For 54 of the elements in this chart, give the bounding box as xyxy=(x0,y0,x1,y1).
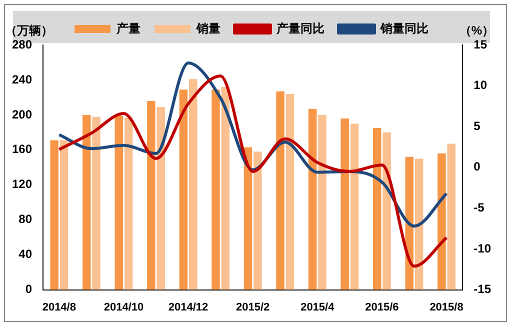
y2-axis-title: （%） xyxy=(459,23,494,38)
bar xyxy=(60,140,68,290)
x-tick-label: 2014/12 xyxy=(168,301,208,314)
bar xyxy=(189,79,198,290)
bar xyxy=(373,128,382,290)
y-tick-label: 0 xyxy=(25,282,32,296)
y2-tick-label: 15 xyxy=(474,37,488,52)
bar xyxy=(114,116,123,290)
legend-label: 销量同比 xyxy=(380,21,428,36)
legend-label: 产量 xyxy=(116,21,140,36)
bar xyxy=(221,86,230,290)
bar xyxy=(382,132,391,290)
y-tick-label: 80 xyxy=(18,212,32,226)
y-tick-label: 160 xyxy=(12,142,32,156)
bar xyxy=(50,140,58,290)
y2-tick-label: -15 xyxy=(474,282,492,296)
bar xyxy=(124,118,133,290)
y2-tick-label: 10 xyxy=(474,78,488,92)
y-axis-title: （万辆） xyxy=(5,23,54,38)
bar xyxy=(147,100,156,290)
bar xyxy=(318,114,326,290)
y-tick-label: 200 xyxy=(12,107,32,122)
bar xyxy=(438,153,446,290)
bar xyxy=(286,94,294,290)
bar xyxy=(244,147,252,290)
bar xyxy=(340,118,349,290)
y-tick-label: 240 xyxy=(12,72,32,86)
y-tick-label: 40 xyxy=(18,247,32,262)
x-tick-label: 2015/8 xyxy=(430,301,464,314)
bar xyxy=(212,90,220,290)
bar xyxy=(414,158,424,290)
bar xyxy=(156,107,165,290)
line-series xyxy=(58,74,448,268)
y2-tick-label: -10 xyxy=(474,241,492,256)
bar xyxy=(350,124,359,290)
bar xyxy=(92,116,100,290)
x-tick-label: 2014/8 xyxy=(42,301,76,314)
y-tick-label: 120 xyxy=(12,177,32,192)
bar xyxy=(308,108,317,290)
y-tick-label: 280 xyxy=(12,37,32,52)
legend-label: 销量 xyxy=(196,21,220,36)
bar xyxy=(82,114,91,290)
x-tick-label: 2014/10 xyxy=(104,301,144,314)
bar xyxy=(179,90,188,290)
x-tick-label: 2015/4 xyxy=(300,301,336,314)
y2-tick-label: 0 xyxy=(474,160,481,174)
x-tick-label: 2015/2 xyxy=(236,301,270,314)
bar xyxy=(254,152,262,290)
bar xyxy=(447,144,456,290)
legend-label: 产量同比 xyxy=(276,21,324,36)
bar xyxy=(276,91,284,290)
x-tick-label: 2015/6 xyxy=(365,301,399,314)
y2-tick-label: -5 xyxy=(474,200,485,215)
y2-tick-label: 5 xyxy=(474,118,481,133)
